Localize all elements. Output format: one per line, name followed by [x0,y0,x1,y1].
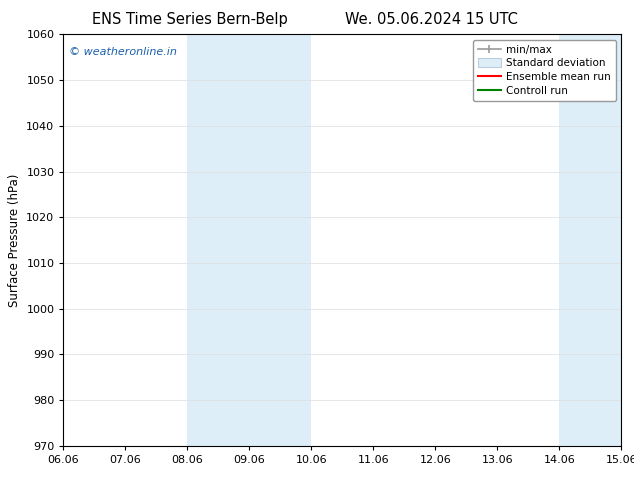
Bar [559,34,621,446]
Text: We. 05.06.2024 15 UTC: We. 05.06.2024 15 UTC [345,12,517,27]
Text: ENS Time Series Bern-Belp: ENS Time Series Bern-Belp [93,12,288,27]
Bar [188,34,311,446]
Legend: min/max, Standard deviation, Ensemble mean run, Controll run: min/max, Standard deviation, Ensemble me… [473,40,616,101]
Y-axis label: Surface Pressure (hPa): Surface Pressure (hPa) [8,173,21,307]
Text: © weatheronline.in: © weatheronline.in [69,47,177,57]
